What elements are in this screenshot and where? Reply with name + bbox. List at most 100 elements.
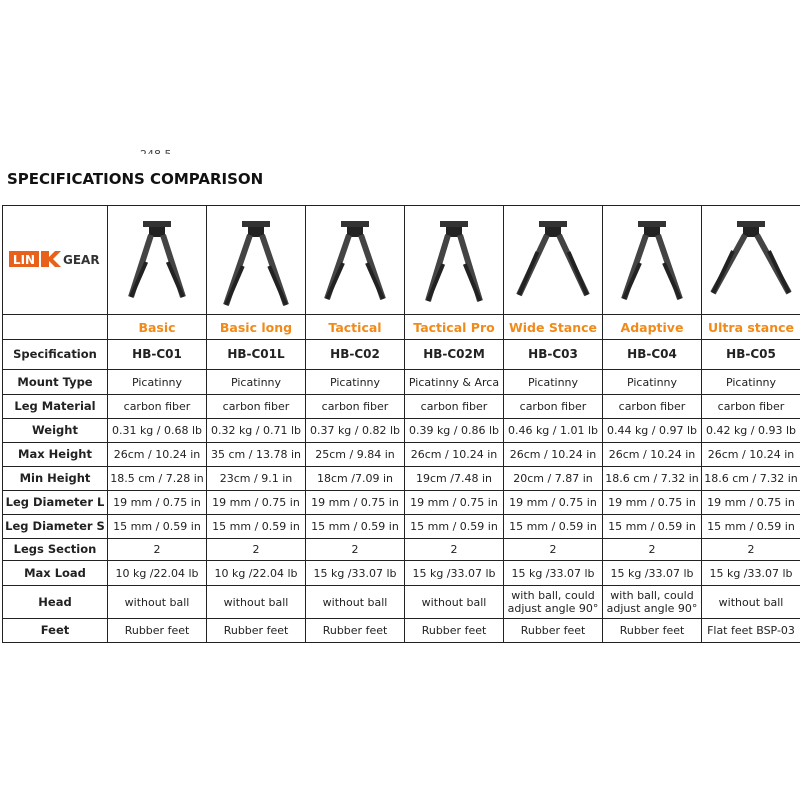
product-image	[701, 205, 800, 315]
cell: 15 kg /33.07 lb	[305, 560, 405, 586]
spec-row: Legs Section 2 2 2 2 2 2 2	[2, 538, 800, 561]
cell: carbon fiber	[701, 394, 800, 419]
leg-lower	[128, 260, 148, 298]
row-label: Weight	[2, 418, 108, 443]
spec-table: LIN GEAR Basic Basic long Tactical Tactical P…	[2, 205, 800, 643]
row-label: Leg Diameter S	[2, 514, 108, 539]
mount	[637, 220, 666, 227]
cell: 15 mm / 0.59 in	[404, 514, 504, 539]
cell: carbon fiber	[206, 394, 306, 419]
cell: 26cm / 10.24 in	[404, 442, 504, 467]
bipod-illustration	[620, 220, 683, 300]
cell: carbon fiber	[602, 394, 702, 419]
cell: 15 mm / 0.59 in	[107, 514, 207, 539]
mount	[241, 220, 270, 227]
logo-icon	[41, 250, 61, 267]
leg-lower	[566, 250, 589, 296]
product-image	[305, 205, 405, 315]
spec-row: Min Height 18.5 cm / 7.28 in 23cm / 9.1 in…	[2, 466, 800, 491]
cell: without ball	[701, 585, 800, 619]
leg-lower	[223, 264, 245, 306]
row-label: Feet	[2, 618, 108, 643]
cell: 15 kg /33.07 lb	[404, 560, 504, 586]
mount	[340, 220, 369, 227]
cell: 0.37 kg / 0.82 lb	[305, 418, 405, 443]
cell: 0.39 kg / 0.86 lb	[404, 418, 504, 443]
product-name: Basic	[107, 314, 207, 340]
bipod-illustration	[323, 220, 386, 300]
cell: Rubber feet	[107, 618, 207, 643]
product-row: Basic Basic long Tactical Tactical Pro Wide …	[2, 314, 800, 340]
spec-row: Specification HB-C01 HB-C01L HB-C02 HB-C02M H…	[2, 339, 800, 370]
spec-row: Mount Type Picatinny Picatinny Picatinny Pic…	[2, 369, 800, 395]
cell: Rubber feet	[404, 618, 504, 643]
mount	[736, 220, 765, 227]
cell: 15 mm / 0.59 in	[602, 514, 702, 539]
cell: 2	[206, 538, 306, 561]
cell: 19 mm / 0.75 in	[503, 490, 603, 515]
cell: without ball	[107, 585, 207, 619]
cell: 2	[503, 538, 603, 561]
row-label: Head	[2, 585, 108, 619]
cell: HB-C03	[503, 339, 603, 370]
cell: with ball, could adjust angle 90°	[503, 585, 603, 619]
leg-lower	[425, 262, 445, 302]
cell: Flat feet BSP-03	[701, 618, 800, 643]
cell: 19cm /7.48 in	[404, 466, 504, 491]
cell: 25cm / 9.84 in	[305, 442, 405, 467]
bipod-illustration	[515, 220, 590, 296]
cell: Picatinny	[107, 369, 207, 395]
cell: 18.6 cm / 7.32 in	[602, 466, 702, 491]
cell: Picatinny	[602, 369, 702, 395]
cell: 10 kg /22.04 lb	[107, 560, 207, 586]
cell: without ball	[305, 585, 405, 619]
head	[445, 226, 462, 237]
spec-row: Head without ball without ball without ball…	[2, 585, 800, 619]
cell: 18cm /7.09 in	[305, 466, 405, 491]
logo-text: LIN	[13, 253, 35, 267]
cell: 18.5 cm / 7.28 in	[107, 466, 207, 491]
head	[346, 226, 363, 237]
cell: 15 mm / 0.59 in	[206, 514, 306, 539]
cell: 26cm / 10.24 in	[503, 442, 603, 467]
cell: carbon fiber	[503, 394, 603, 419]
head	[148, 226, 165, 237]
cell: Picatinny	[206, 369, 306, 395]
cell: 26cm / 10.24 in	[701, 442, 800, 467]
cell: 2	[602, 538, 702, 561]
cell: 26cm / 10.24 in	[107, 442, 207, 467]
cell: without ball	[404, 585, 504, 619]
leg-lower	[324, 261, 345, 300]
cell: Picatinny	[503, 369, 603, 395]
bipod-illustration	[709, 220, 792, 294]
cell: 23cm / 9.1 in	[206, 466, 306, 491]
head	[742, 226, 759, 237]
cell: 0.42 kg / 0.93 lb	[701, 418, 800, 443]
cell: 19 mm / 0.75 in	[701, 490, 800, 515]
leg-lower	[710, 249, 735, 294]
cell: HB-C01	[107, 339, 207, 370]
logo-text: GEAR	[63, 253, 100, 267]
cell: Rubber feet	[305, 618, 405, 643]
product-name: Ultra stance	[701, 314, 800, 340]
cell: 15 kg /33.07 lb	[701, 560, 800, 586]
cell: Picatinny	[701, 369, 800, 395]
leg-lower	[516, 250, 539, 296]
leg-lower	[266, 264, 288, 306]
cell: 19 mm / 0.75 in	[602, 490, 702, 515]
cell: 19 mm / 0.75 in	[305, 490, 405, 515]
leg-lower	[165, 260, 185, 298]
cell: 0.31 kg / 0.68 lb	[107, 418, 207, 443]
cell: 19 mm / 0.75 in	[107, 490, 207, 515]
cell: HB-C02M	[404, 339, 504, 370]
leg-lower	[766, 249, 791, 294]
cell: 19 mm / 0.75 in	[206, 490, 306, 515]
row-label: Leg Diameter L	[2, 490, 108, 515]
cell: Picatinny	[305, 369, 405, 395]
cell: Picatinny & Arca	[404, 369, 504, 395]
cell: carbon fiber	[305, 394, 405, 419]
product-name: Wide Stance	[503, 314, 603, 340]
leg-lower	[661, 261, 682, 300]
logo-box	[9, 250, 39, 267]
